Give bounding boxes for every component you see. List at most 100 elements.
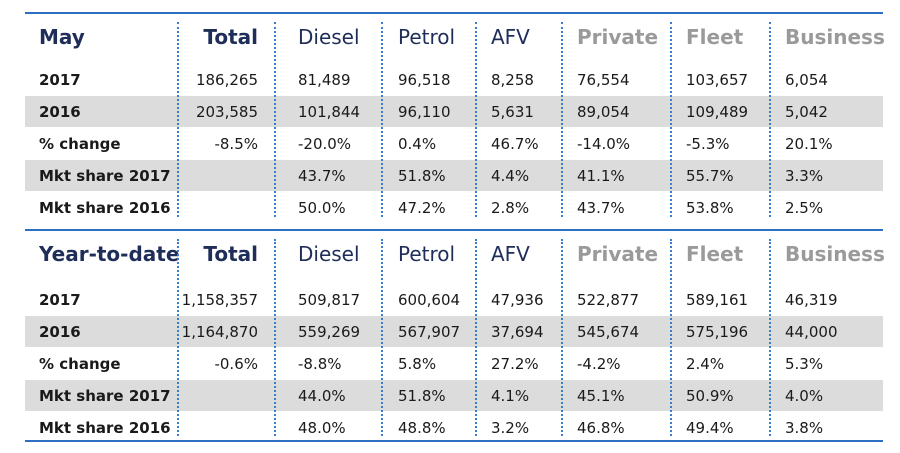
cell-fleet: -5.3% bbox=[686, 134, 730, 153]
cell-total: 1,158,357 bbox=[181, 290, 258, 309]
cell-petrol: 47.2% bbox=[398, 198, 446, 217]
cell-diesel: 559,269 bbox=[298, 322, 361, 341]
header-total: Total bbox=[203, 25, 258, 49]
section-header-may: May Total Diesel Petrol AFV Private Flee… bbox=[25, 20, 885, 54]
column-divider bbox=[475, 239, 477, 436]
header-afv: AFV bbox=[491, 25, 530, 49]
cell-total bbox=[145, 380, 258, 411]
column-divider bbox=[274, 22, 276, 217]
cell-business: 4.0% bbox=[785, 386, 824, 405]
cell-total: 186,265 bbox=[195, 70, 258, 89]
row-label: Mkt share 2017 bbox=[39, 386, 171, 405]
row-label: 2017 bbox=[39, 70, 81, 89]
cell-total: 1,164,870 bbox=[181, 322, 258, 341]
column-divider bbox=[177, 239, 179, 436]
cell-fleet: 589,161 bbox=[686, 290, 749, 309]
cell-fleet: 49.4% bbox=[686, 418, 734, 437]
row-label: Mkt share 2017 bbox=[39, 166, 171, 185]
cell-diesel: 509,817 bbox=[298, 290, 361, 309]
cell-afv: 27.2% bbox=[491, 354, 539, 373]
cell-afv: 8,258 bbox=[491, 70, 534, 89]
table-row: 2017 1,158,357 509,817 600,604 47,936 52… bbox=[25, 284, 883, 315]
cell-diesel: 101,844 bbox=[298, 102, 361, 121]
cell-business: 6,054 bbox=[785, 70, 828, 89]
cell-fleet: 55.7% bbox=[686, 166, 734, 185]
cell-private: 89,054 bbox=[577, 102, 630, 121]
cell-private: -14.0% bbox=[577, 134, 631, 153]
cell-diesel: -20.0% bbox=[298, 134, 352, 153]
cell-private: 545,674 bbox=[577, 322, 640, 341]
cell-private: 45.1% bbox=[577, 386, 625, 405]
header-diesel: Diesel bbox=[298, 25, 360, 49]
header-private: Private bbox=[577, 25, 659, 49]
cell-petrol: 5.8% bbox=[398, 354, 437, 373]
cell-petrol: 600,604 bbox=[398, 290, 461, 309]
header-total: Total bbox=[203, 242, 258, 266]
column-divider bbox=[177, 22, 179, 217]
section-header-ytd: Year-to-date Total Diesel Petrol AFV Pri… bbox=[25, 237, 885, 271]
row-label: % change bbox=[39, 354, 121, 373]
cell-fleet: 2.4% bbox=[686, 354, 725, 373]
section-title: Year-to-date bbox=[39, 242, 180, 266]
cell-business: 20.1% bbox=[785, 134, 833, 153]
header-fleet: Fleet bbox=[686, 25, 744, 49]
column-divider bbox=[561, 22, 563, 217]
cell-fleet: 50.9% bbox=[686, 386, 734, 405]
table-row: % change -0.6% -8.8% 5.8% 27.2% -4.2% 2.… bbox=[25, 348, 883, 379]
cell-fleet: 103,657 bbox=[686, 70, 749, 89]
cell-diesel: 48.0% bbox=[298, 418, 346, 437]
cell-afv: 46.7% bbox=[491, 134, 539, 153]
row-label: Mkt share 2016 bbox=[39, 418, 171, 437]
row-label: 2017 bbox=[39, 290, 81, 309]
column-divider bbox=[381, 22, 383, 217]
cell-diesel: 44.0% bbox=[298, 386, 346, 405]
cell-afv: 4.4% bbox=[491, 166, 530, 185]
cell-diesel: -8.8% bbox=[298, 354, 342, 373]
cell-total bbox=[145, 412, 258, 443]
column-divider bbox=[769, 239, 771, 436]
header-diesel: Diesel bbox=[298, 242, 360, 266]
cell-business: 44,000 bbox=[785, 322, 838, 341]
column-divider bbox=[561, 239, 563, 436]
cell-total bbox=[145, 160, 258, 191]
cell-business: 46,319 bbox=[785, 290, 838, 309]
header-business: Business bbox=[785, 25, 885, 49]
table-row: Mkt share 2016 48.0% 48.8% 3.2% 46.8% 49… bbox=[25, 412, 883, 443]
cell-fleet: 53.8% bbox=[686, 198, 734, 217]
cell-afv: 2.8% bbox=[491, 198, 530, 217]
header-afv: AFV bbox=[491, 242, 530, 266]
column-divider bbox=[475, 22, 477, 217]
top-rule bbox=[25, 12, 883, 14]
cell-afv: 5,631 bbox=[491, 102, 534, 121]
table-row: % change -8.5% -20.0% 0.4% 46.7% -14.0% … bbox=[25, 128, 883, 159]
column-divider bbox=[670, 239, 672, 436]
cell-private: 43.7% bbox=[577, 198, 625, 217]
cell-afv: 47,936 bbox=[491, 290, 544, 309]
cell-business: 3.3% bbox=[785, 166, 824, 185]
cell-fleet: 109,489 bbox=[686, 102, 749, 121]
cell-total bbox=[145, 192, 258, 223]
cell-total: -8.5% bbox=[214, 134, 258, 153]
header-business: Business bbox=[785, 242, 885, 266]
header-petrol: Petrol bbox=[398, 25, 456, 49]
registrations-table: May Total Diesel Petrol AFV Private Flee… bbox=[25, 0, 885, 453]
table-row: 2016 1,164,870 559,269 567,907 37,694 54… bbox=[25, 316, 883, 347]
row-label: 2016 bbox=[39, 102, 81, 121]
header-fleet: Fleet bbox=[686, 242, 744, 266]
cell-diesel: 81,489 bbox=[298, 70, 351, 89]
cell-afv: 37,694 bbox=[491, 322, 544, 341]
cell-petrol: 96,110 bbox=[398, 102, 451, 121]
cell-petrol: 51.8% bbox=[398, 166, 446, 185]
table-row: Mkt share 2016 50.0% 47.2% 2.8% 43.7% 53… bbox=[25, 192, 883, 223]
cell-diesel: 50.0% bbox=[298, 198, 346, 217]
cell-petrol: 96,518 bbox=[398, 70, 451, 89]
header-petrol: Petrol bbox=[398, 242, 456, 266]
cell-petrol: 567,907 bbox=[398, 322, 461, 341]
cell-private: 76,554 bbox=[577, 70, 630, 89]
column-divider bbox=[274, 239, 276, 436]
column-divider bbox=[381, 239, 383, 436]
row-label: Mkt share 2016 bbox=[39, 198, 171, 217]
section-title: May bbox=[39, 25, 85, 49]
table-row: Mkt share 2017 43.7% 51.8% 4.4% 41.1% 55… bbox=[25, 160, 883, 191]
cell-business: 2.5% bbox=[785, 198, 824, 217]
